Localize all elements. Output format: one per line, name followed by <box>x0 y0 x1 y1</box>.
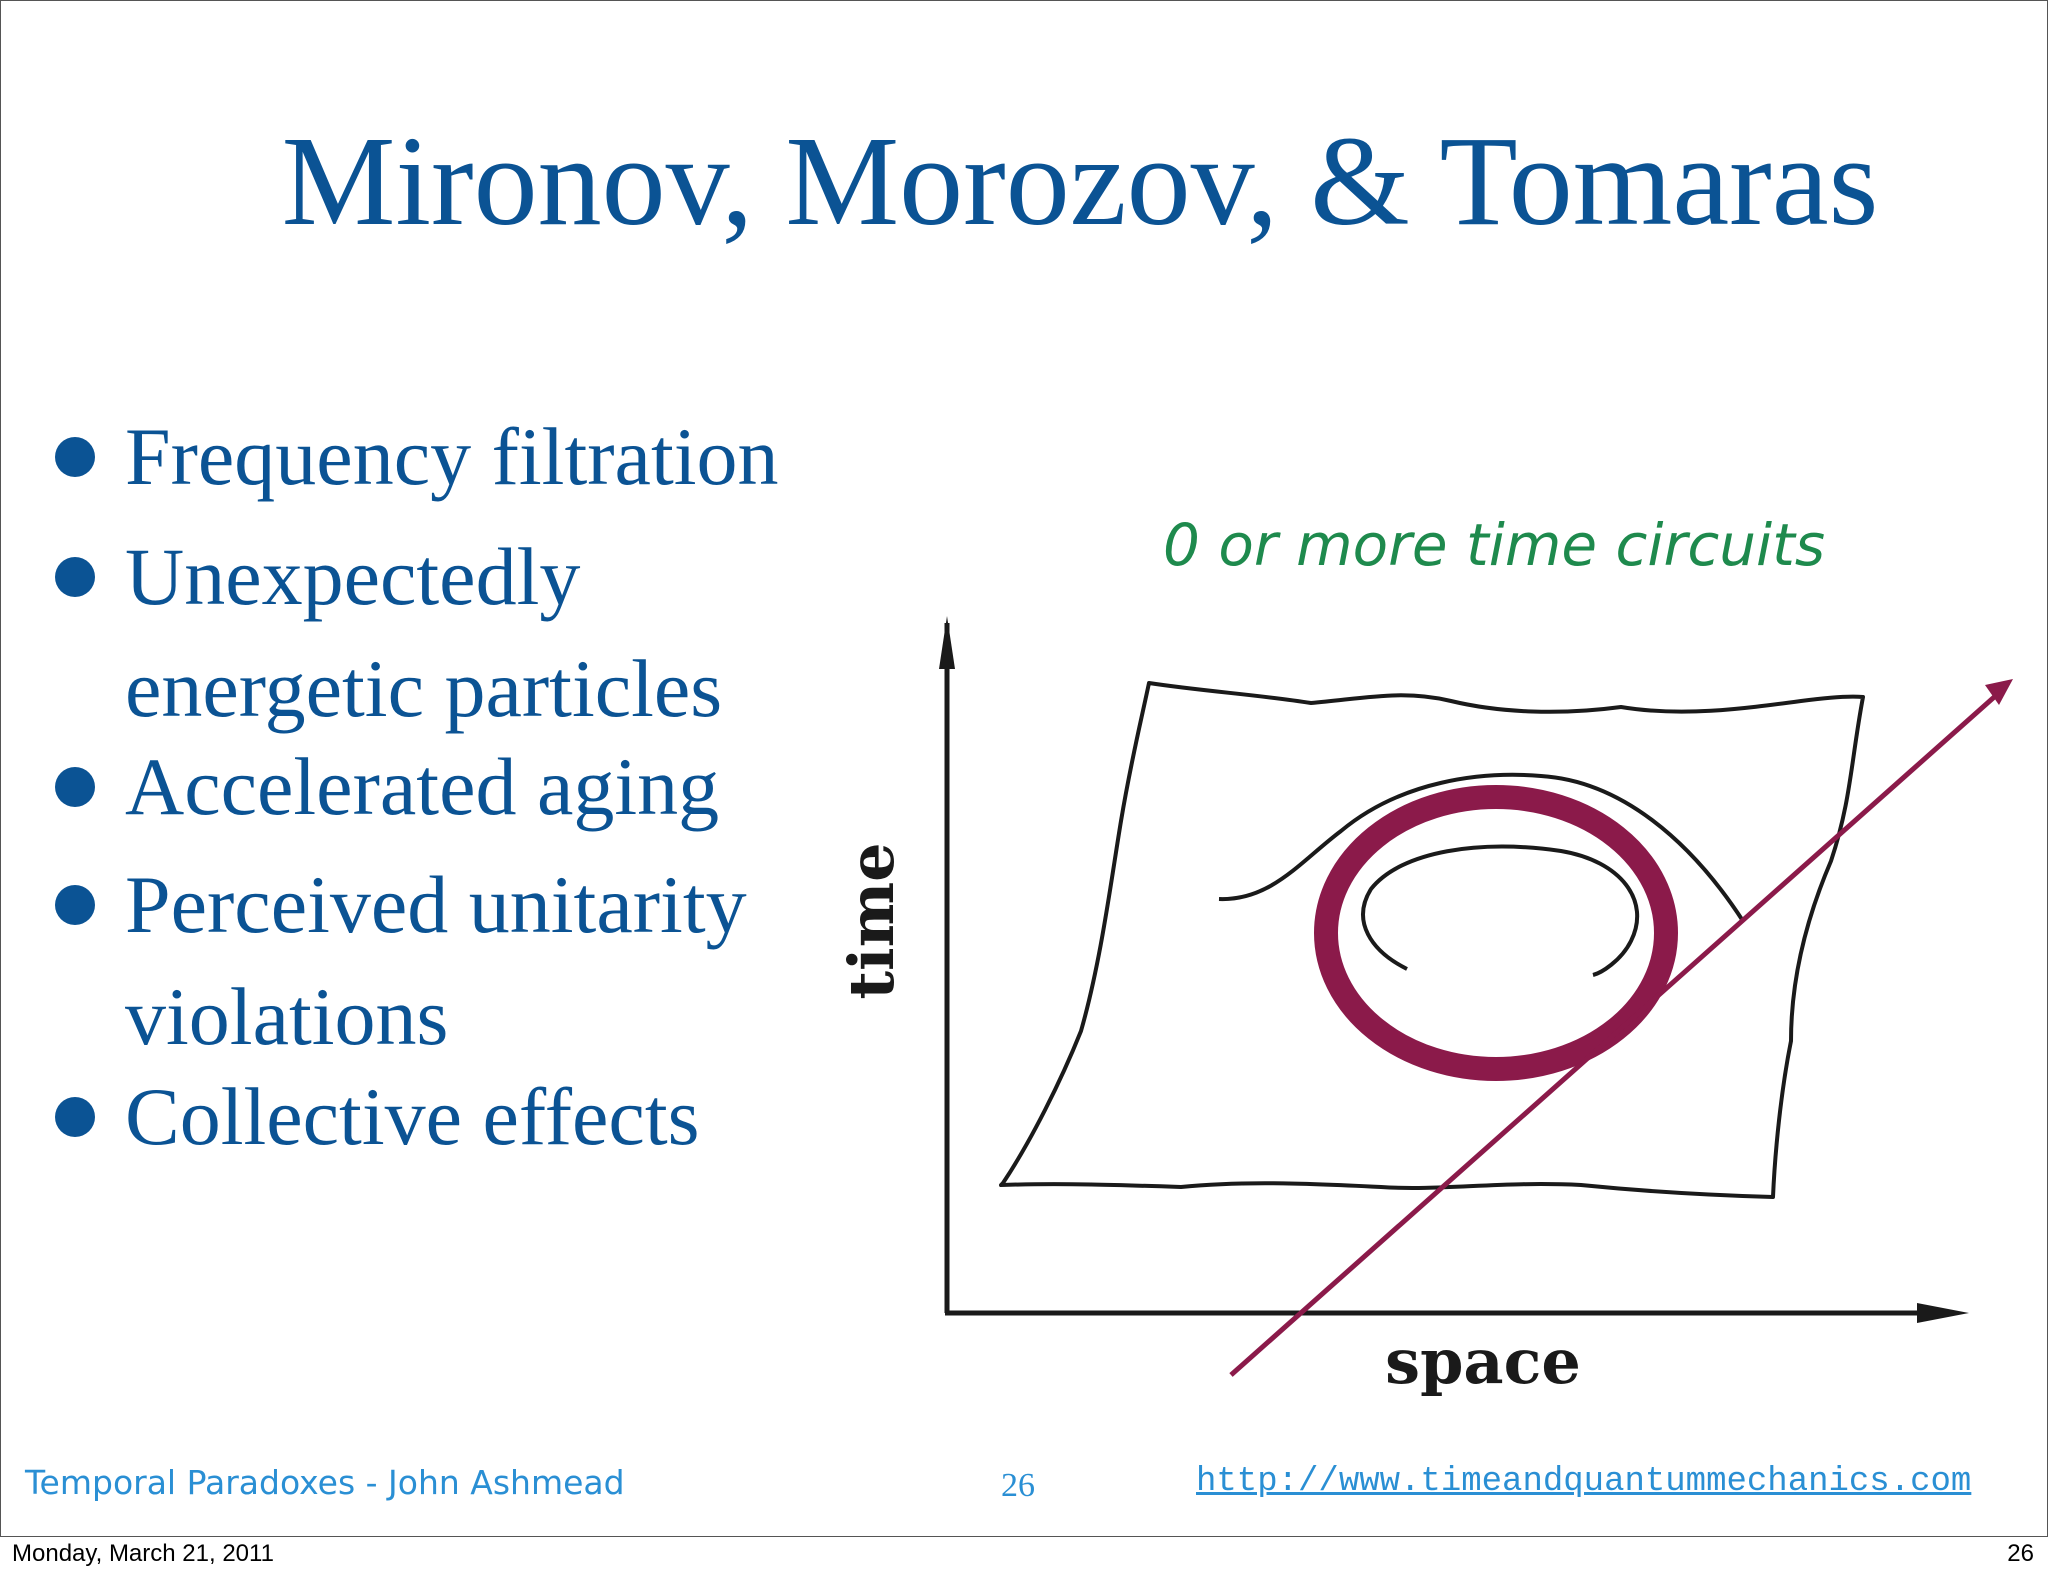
outer-fold-curve <box>1218 772 1745 923</box>
bullet-text-continued: energetic particles <box>125 643 723 734</box>
bullet-text: Accelerated aging <box>125 741 720 832</box>
bullet-text: Unexpectedly <box>125 531 581 622</box>
slide-title-text: Mironov, Morozov, & Tomaras <box>281 110 1879 252</box>
bullet-dot-icon <box>55 1097 95 1137</box>
time-axis-label: time <box>835 842 908 999</box>
footer-url-link[interactable]: http://www.timeandquantummechanics.com <box>1196 1463 1972 1501</box>
bullet-dot-icon <box>55 885 95 925</box>
bullet-text: Perceived unitarity <box>125 859 747 950</box>
worldline-arrowhead-icon <box>1985 679 2013 705</box>
print-date: Monday, March 21, 2011 <box>12 1540 274 1567</box>
footer-author: Temporal Paradoxes - John Ashmead <box>25 1463 625 1502</box>
bullet-dot-icon <box>55 437 95 477</box>
bullet-text: Frequency filtration <box>125 411 779 502</box>
bullet-text: Collective effects <box>125 1071 700 1162</box>
space-axis-label: space <box>1385 1325 1581 1398</box>
slide-title: Mironov, Morozov, & Tomaras <box>1 111 2048 251</box>
worldline-arrow <box>1229 689 2003 1377</box>
bullet-dot-icon <box>55 557 95 597</box>
time-axis-arrowhead-icon <box>939 616 955 669</box>
time-circuit-ring <box>1314 785 1678 1081</box>
inner-fold-curve <box>1361 844 1640 977</box>
bullet-dot-icon <box>55 767 95 807</box>
print-page-number: 26 <box>2007 1540 2034 1567</box>
spacetime-sheet <box>999 681 1865 1199</box>
footer-page-number: 26 <box>1001 1467 1035 1504</box>
bullet-text-continued: violations <box>125 971 449 1062</box>
time-circuits-annotation: 0 or more time circuits <box>1163 511 1826 579</box>
space-axis-arrowhead-icon <box>1917 1303 1969 1323</box>
slide: Mironov, Morozov, & Tomaras Frequency fi… <box>0 0 2048 1537</box>
